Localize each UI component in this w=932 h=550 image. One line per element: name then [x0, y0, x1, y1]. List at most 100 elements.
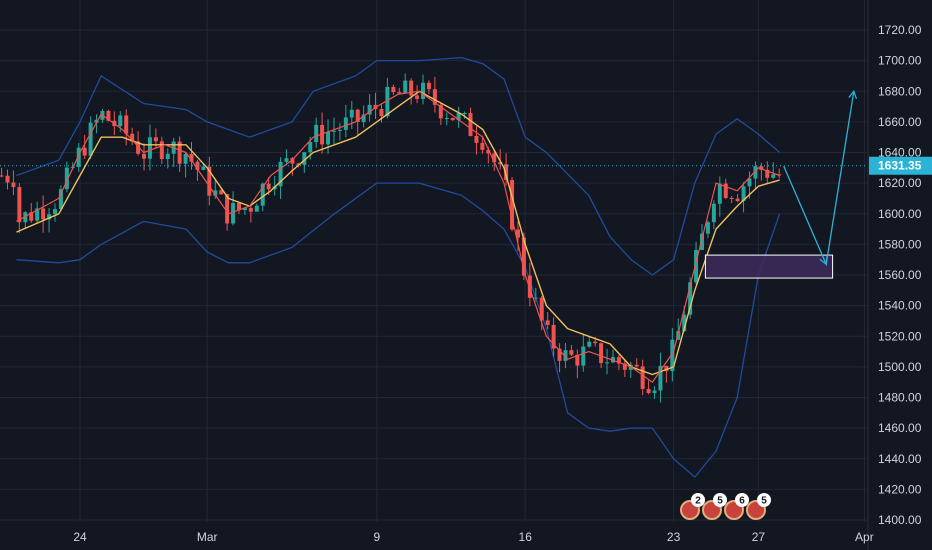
candle-body [462, 112, 467, 114]
candle-body [308, 142, 313, 153]
price-tick-label: 1640.00 [878, 146, 922, 160]
candle-body [118, 115, 123, 127]
ema-fast-line [16, 90, 780, 383]
candle-body [723, 183, 728, 198]
candle-body [260, 183, 265, 206]
candle-body [700, 233, 705, 250]
candle-body [486, 149, 491, 154]
price-tick-label: 1660.00 [878, 115, 922, 129]
candle-body [165, 153, 170, 160]
event-count-label: 2 [695, 496, 701, 507]
candle-body [480, 142, 485, 150]
candle-body [290, 158, 295, 164]
current-price-badge [869, 156, 932, 175]
time-axis: 24Mar9162327Apr6 [73, 530, 874, 544]
candle-body [646, 388, 651, 394]
candle-body [94, 119, 99, 123]
candle-body [545, 320, 550, 325]
candle-body [415, 95, 420, 99]
candle-body [581, 346, 586, 366]
projection-arrowhead-up [848, 89, 858, 100]
candle-body [189, 153, 194, 162]
candle-body [409, 80, 414, 96]
bollinger-lower-band [16, 182, 781, 478]
candle-body [622, 363, 627, 370]
price-tick-label: 1420.00 [878, 482, 922, 496]
candle-body [367, 104, 372, 115]
price-tick-label: 1680.00 [878, 84, 922, 98]
candle-body [551, 324, 556, 349]
time-tick-label: 9 [373, 530, 380, 544]
candle-body [735, 198, 740, 201]
candle-body [124, 115, 129, 134]
candle-body [11, 182, 16, 188]
candle-body [17, 187, 22, 223]
time-tick-label: 24 [73, 530, 87, 544]
candle-body [587, 341, 592, 347]
candle-body [711, 203, 716, 223]
candle-body [468, 112, 473, 136]
candle-body [521, 237, 526, 276]
candle-body [254, 205, 259, 212]
candle-body [729, 197, 734, 199]
candle-body [225, 194, 230, 224]
candle-body [438, 104, 443, 119]
candle-body [0, 175, 4, 177]
candle-body [302, 152, 307, 165]
projection-arrow[interactable] [783, 89, 858, 267]
candle-body [195, 161, 200, 170]
candle-body [147, 137, 152, 159]
event-count-label: 6 [739, 496, 745, 507]
time-tick-label: Apr [855, 530, 874, 544]
candle-body [314, 124, 319, 143]
candle-body [569, 350, 574, 355]
candle-body [705, 222, 710, 234]
candle-body [5, 175, 10, 183]
candle-body [421, 82, 426, 99]
candle-body [444, 118, 449, 120]
event-count-badge [735, 493, 749, 507]
candle-body [688, 282, 693, 315]
time-tick-label: Mar [197, 530, 218, 544]
candle-body [219, 190, 224, 195]
moving-averages [16, 90, 780, 383]
candle-body [337, 129, 342, 131]
event-badges[interactable]: 2 5 6 5 [680, 493, 771, 520]
candle-body [593, 341, 598, 344]
demand-zone[interactable] [704, 254, 834, 279]
candle-body [106, 110, 111, 121]
candle-body [29, 212, 34, 221]
candle-body [284, 158, 289, 162]
candle-body [237, 202, 241, 211]
demand-zone-rect[interactable] [704, 254, 834, 279]
candle-body [682, 314, 687, 332]
price-tick-label: 1580.00 [878, 237, 922, 251]
price-axis: 1400.00 1420.00 1440.00 1460.00 1480.00 1500.… [878, 23, 922, 527]
candle-body [76, 147, 81, 167]
candle-body [242, 208, 247, 211]
candle-body [183, 153, 188, 164]
ema-slow-line [16, 90, 780, 376]
candle-body [664, 365, 669, 372]
price-tick-label: 1440.00 [878, 452, 922, 466]
price-tick-label: 1700.00 [878, 54, 922, 68]
candle-body [605, 362, 610, 364]
candle-body [385, 86, 390, 117]
candle-body [504, 164, 509, 181]
candle-body [296, 163, 301, 165]
candle-body [492, 153, 497, 163]
current-price-label: 1631.35 [878, 159, 922, 173]
price-tick-label: 1600.00 [878, 207, 922, 221]
price-axis-panel[interactable] [868, 0, 932, 550]
candle-body [142, 153, 147, 159]
candle-body [432, 89, 437, 105]
candle-body [248, 208, 253, 212]
candle-body [771, 174, 776, 178]
candle-body [355, 109, 360, 122]
candle-body [88, 122, 93, 156]
candle-body [177, 141, 182, 164]
candle-body [35, 208, 40, 221]
candle-body [640, 366, 645, 389]
candle-body [658, 365, 663, 391]
